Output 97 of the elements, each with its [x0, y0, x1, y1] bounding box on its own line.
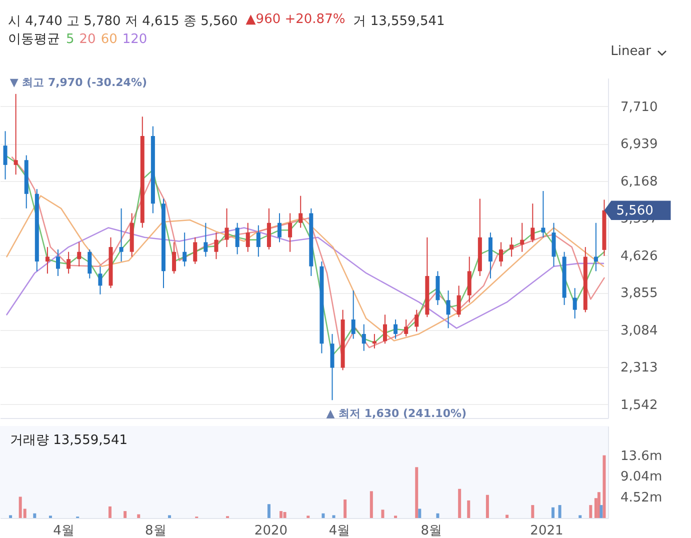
y-tick-label: 3,084 — [620, 323, 658, 338]
candlestick — [182, 232, 187, 267]
candlestick — [288, 212, 292, 252]
x-tick-label: 4월 — [328, 524, 350, 538]
bar — [33, 513, 36, 518]
candlestick — [541, 190, 546, 238]
bar — [600, 505, 603, 518]
candlestick — [520, 222, 524, 252]
annotation: ▲ 최저 1,630 (241.10%) — [326, 407, 467, 420]
x-tick-label: 8월 — [145, 524, 166, 538]
bar — [467, 500, 470, 518]
bar — [108, 506, 112, 518]
bar — [283, 512, 286, 518]
text: 시 4,740 고 5,780 저 4,615 종 5,560 — [8, 13, 238, 30]
text: Linear — [610, 44, 651, 59]
bar — [168, 515, 172, 518]
bar — [124, 511, 127, 518]
candlestick — [256, 224, 260, 258]
bar — [578, 515, 582, 518]
candlestick — [119, 208, 124, 262]
text: 120 — [122, 32, 148, 47]
candlestick — [246, 222, 250, 252]
candlestick — [235, 222, 240, 255]
candlestick — [3, 130, 8, 180]
candlestick — [594, 222, 598, 272]
bar — [418, 508, 422, 518]
line-series — [6, 195, 604, 342]
candlestick — [172, 242, 176, 274]
text: 5 — [66, 32, 74, 47]
bar — [137, 514, 140, 518]
x-tick-label: 4월 — [53, 524, 74, 538]
text: 60 — [100, 32, 118, 47]
bar — [322, 513, 325, 518]
candlestick — [14, 93, 18, 176]
annotation: ▼ 최고 7,970 (-30.24%) — [10, 76, 148, 89]
y-tick-label: 13.6m — [620, 448, 662, 464]
bar — [280, 511, 283, 518]
text: ▲960 +20.87% — [246, 12, 346, 27]
candlestick — [394, 318, 398, 340]
candlestick — [510, 236, 514, 258]
candlestick — [56, 248, 60, 277]
candlestick — [66, 251, 71, 274]
bar — [370, 491, 373, 518]
candlestick — [351, 290, 356, 340]
bar — [506, 514, 509, 518]
candlestick — [298, 195, 303, 228]
bar — [552, 507, 554, 518]
annotation: 5,560 — [616, 203, 654, 218]
y-tick-label: 6,939 — [620, 137, 658, 152]
bar — [486, 494, 489, 518]
candlestick — [499, 242, 504, 267]
candlestick — [372, 333, 376, 349]
x-tick-label: 2020 — [254, 524, 288, 538]
candlestick — [214, 232, 218, 260]
bar — [602, 455, 606, 518]
candlestick — [193, 236, 198, 264]
text: 거래량 13,559,541 — [10, 433, 128, 448]
bar — [381, 510, 384, 518]
bar — [9, 515, 12, 518]
candlestick — [530, 203, 535, 243]
candlestick — [45, 246, 50, 274]
bar — [344, 500, 347, 518]
candlestick — [446, 290, 450, 329]
bar — [458, 488, 462, 518]
candlestick — [77, 242, 82, 267]
candlestick — [572, 288, 577, 320]
y-tick-label: 7,710 — [620, 100, 658, 115]
bar — [558, 505, 562, 518]
y-tick-label: 3,855 — [620, 286, 658, 302]
bar — [531, 505, 534, 518]
candlestick — [414, 309, 419, 332]
candlestick — [456, 285, 461, 318]
candlestick — [98, 266, 102, 295]
y-tick-label: 2,313 — [620, 360, 658, 376]
y-tick-label: 4.52m — [620, 490, 662, 506]
candlestick — [382, 314, 387, 344]
line-series — [6, 227, 604, 329]
bar — [589, 505, 592, 518]
y-tick-label: 9.04m — [620, 470, 662, 485]
candlestick — [278, 212, 282, 243]
y-tick-label: 6,168 — [620, 174, 658, 190]
bar — [267, 504, 270, 518]
candlestick — [404, 318, 408, 337]
candlestick — [204, 222, 208, 258]
candlestick — [362, 324, 366, 352]
x-tick-label: 2021 — [530, 524, 564, 538]
y-tick-label: 4,626 — [620, 248, 658, 264]
x-tick-label: 8월 — [420, 524, 442, 538]
text: 20 — [79, 32, 96, 47]
bar — [332, 515, 336, 518]
text: 거 13,559,541 — [353, 13, 445, 30]
candlestick — [224, 208, 229, 248]
y-tick-label: 1,542 — [620, 398, 658, 413]
candlestick — [88, 248, 92, 279]
legend-title: 이동평균 — [8, 32, 60, 47]
bar — [436, 513, 440, 518]
bar — [415, 467, 418, 518]
